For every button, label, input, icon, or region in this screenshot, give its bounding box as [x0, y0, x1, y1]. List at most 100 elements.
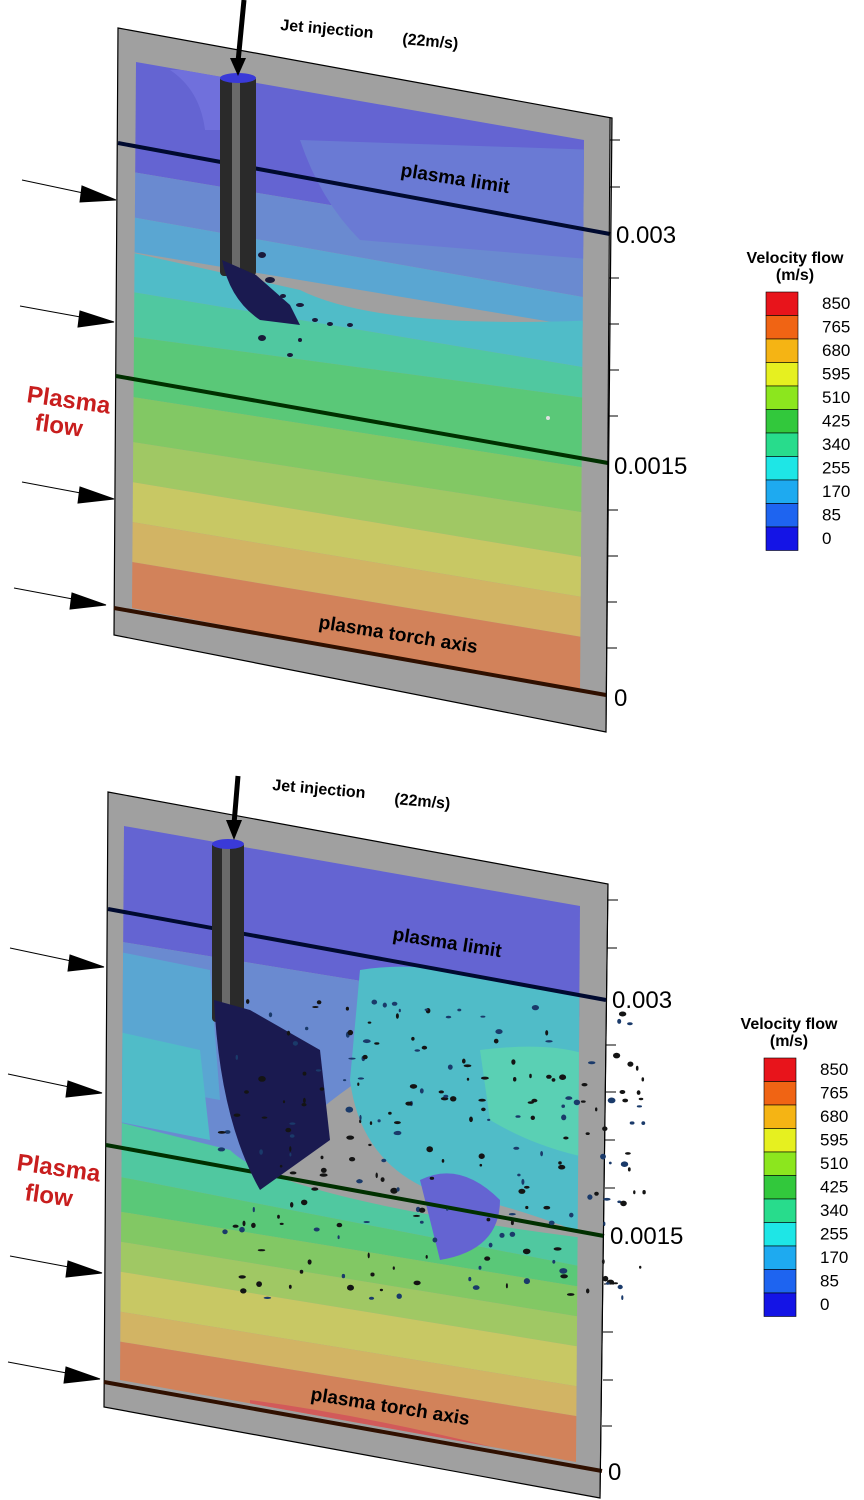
- droplet: [487, 1118, 491, 1121]
- droplet: [462, 1058, 466, 1064]
- droplet: [466, 1077, 470, 1081]
- droplet: [603, 1197, 611, 1201]
- droplet: [307, 1259, 312, 1265]
- droplet: [289, 1146, 292, 1152]
- legend-level-label: 680: [820, 1107, 848, 1126]
- legend-swatch: [765, 338, 799, 363]
- legend-swatch: [765, 362, 799, 387]
- droplet: [411, 1036, 415, 1041]
- droplet: [586, 1288, 590, 1294]
- droplet: [620, 1161, 629, 1167]
- droplet: [238, 1275, 246, 1279]
- droplet: [486, 1217, 491, 1222]
- droplet: [548, 1220, 555, 1226]
- droplet: [561, 1104, 565, 1108]
- legend-level-label: 85: [822, 506, 841, 525]
- droplet: [438, 1090, 444, 1094]
- droplet: [412, 1214, 421, 1217]
- droplets: [217, 999, 646, 1300]
- droplet: [511, 1059, 516, 1065]
- droplet: [440, 1097, 449, 1101]
- legend-swatch: [765, 456, 799, 481]
- droplet: [240, 1288, 247, 1294]
- droplet: [561, 1114, 567, 1121]
- droplet: [573, 1099, 581, 1106]
- droplet: [580, 1100, 586, 1103]
- droplet: [493, 1038, 499, 1044]
- droplet: [481, 1107, 486, 1112]
- droplet: [622, 1098, 629, 1103]
- legend-level-label: 425: [822, 412, 850, 431]
- droplet: [447, 1064, 453, 1070]
- droplet: [337, 1235, 340, 1240]
- droplet: [347, 1029, 354, 1036]
- scale-tick-00015: 0.0015: [610, 1223, 683, 1250]
- legend-swatch: [765, 291, 799, 316]
- droplet: [432, 1237, 438, 1243]
- droplet: [409, 1084, 418, 1089]
- droplet: [478, 1265, 482, 1270]
- droplet: [468, 1276, 472, 1282]
- droplet: [627, 1167, 631, 1172]
- legend-level-label: 850: [822, 294, 850, 313]
- droplet: [391, 1001, 398, 1006]
- legend-swatches-bottom: [763, 1057, 797, 1317]
- legend-title: Velocity flow: [741, 1016, 838, 1033]
- droplet: [463, 1064, 472, 1068]
- droplet: [258, 1076, 266, 1082]
- droplet: [521, 1178, 525, 1185]
- scale-tick-00015: 0.0015: [614, 453, 687, 480]
- droplet: [515, 1115, 521, 1118]
- droplet: [370, 1272, 375, 1277]
- droplet: [569, 1212, 574, 1218]
- droplet: [224, 1130, 231, 1134]
- droplet: [446, 1208, 449, 1211]
- jet-speed-label: (22m/s): [394, 791, 451, 813]
- droplet: [620, 1200, 627, 1207]
- droplet: [641, 1077, 645, 1082]
- droplet: [289, 1122, 296, 1125]
- droplet: [469, 1116, 473, 1123]
- droplet: [349, 1157, 356, 1162]
- droplet: [305, 1026, 309, 1031]
- scale-tick-0: 0: [608, 1459, 621, 1486]
- jet-column: [212, 839, 330, 1190]
- droplet: [285, 1127, 292, 1133]
- droplet: [618, 1011, 627, 1017]
- droplet: [289, 1134, 295, 1138]
- droplet: [513, 1146, 520, 1150]
- droplet: [341, 1273, 346, 1279]
- droplet: [478, 1153, 485, 1159]
- droplet: [419, 1088, 424, 1094]
- droplet: [513, 1077, 517, 1082]
- droplet: [246, 999, 250, 1004]
- droplet: [545, 1040, 553, 1043]
- droplet: [363, 1221, 370, 1223]
- droplet: [235, 1054, 238, 1060]
- droplet: [588, 1061, 596, 1065]
- droplet: [531, 1098, 538, 1103]
- droplet: [381, 1158, 387, 1163]
- droplet: [625, 1152, 631, 1155]
- droplet: [443, 1094, 449, 1098]
- legend-unit: (m/s): [776, 267, 814, 284]
- droplet: [601, 1259, 605, 1265]
- legend-swatch: [765, 503, 799, 528]
- legend-level-label: 0: [820, 1295, 829, 1314]
- droplet: [499, 1232, 505, 1238]
- droplet: [481, 1076, 489, 1080]
- droplet: [257, 1249, 266, 1252]
- legend-swatch: [763, 1151, 797, 1176]
- droplet: [530, 1115, 535, 1121]
- droplet: [457, 1008, 462, 1012]
- droplet: [395, 1013, 399, 1019]
- droplet: [505, 1283, 508, 1289]
- scale-tick-0: 0: [614, 685, 627, 712]
- droplet: [288, 1284, 292, 1289]
- droplet: [563, 1136, 569, 1140]
- jet-column: [220, 73, 300, 325]
- droplet: [356, 1179, 363, 1184]
- droplet: [343, 1079, 347, 1082]
